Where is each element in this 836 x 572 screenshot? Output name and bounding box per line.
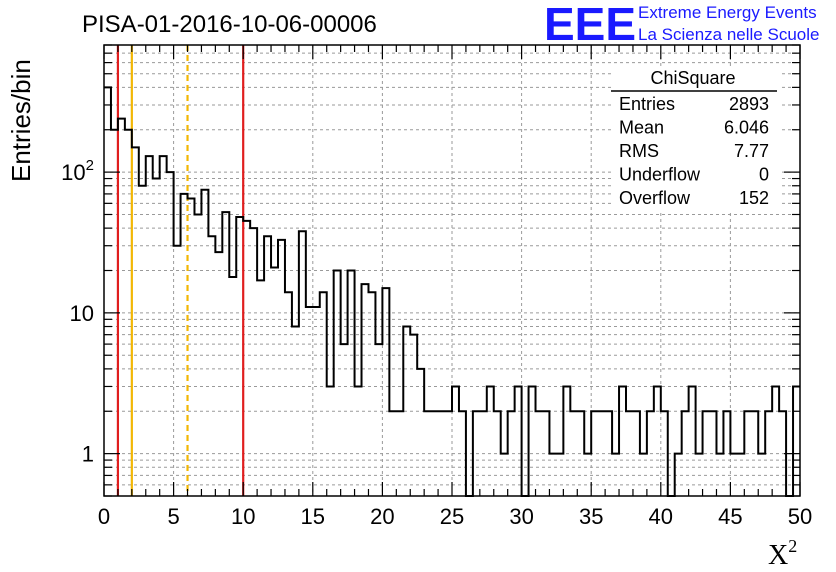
stats-row-label: RMS bbox=[619, 141, 659, 161]
x-axis-label-sup: 2 bbox=[788, 536, 797, 556]
stats-row-label: Underflow bbox=[619, 165, 701, 185]
y-tick-label: 1 bbox=[82, 442, 94, 467]
x-tick-label: 50 bbox=[788, 504, 812, 529]
y-tick-label-base: 10 bbox=[61, 160, 85, 185]
chart-title: PISA-01-2016-10-06-00006 bbox=[82, 11, 377, 38]
y-tick-label-base: 1 bbox=[82, 442, 94, 467]
x-tick-label: 10 bbox=[231, 504, 255, 529]
x-axis-label: X2 bbox=[768, 536, 797, 571]
x-tick-label: 30 bbox=[509, 504, 533, 529]
x-tick-label: 20 bbox=[370, 504, 394, 529]
x-tick-label: 35 bbox=[579, 504, 603, 529]
stats-box-bg bbox=[611, 66, 779, 210]
stats-rows: Entries 2893 Mean 6.046 RMS 7.77 Underflow 0 Ove… bbox=[619, 94, 769, 208]
x-tick-label: 5 bbox=[167, 504, 179, 529]
y-tick-label-base: 10 bbox=[70, 301, 94, 326]
y-tick-label: 10 bbox=[70, 301, 94, 326]
grid bbox=[104, 45, 800, 496]
y-axis-label: Entries/bin bbox=[6, 59, 36, 182]
stats-row-value: 152 bbox=[739, 188, 769, 208]
stats-title: ChiSquare bbox=[650, 68, 735, 88]
x-tick-labels: 0 5 10 15 20 25 30 35 40 45 50 bbox=[98, 504, 812, 529]
stats-row-value: 7.77 bbox=[734, 141, 769, 161]
stats-row-value: 0 bbox=[759, 165, 769, 185]
logo-line-1: Extreme Energy Events bbox=[638, 3, 817, 22]
stats-row-label: Overflow bbox=[619, 188, 691, 208]
x-axis-label-base: X bbox=[768, 540, 788, 571]
histogram-line bbox=[104, 86, 800, 497]
x-tick-label: 15 bbox=[301, 504, 325, 529]
y-tick-label: 102 bbox=[61, 157, 94, 185]
x-tick-label: 0 bbox=[98, 504, 110, 529]
stats-row-value: 6.046 bbox=[724, 118, 769, 138]
x-tick-label: 40 bbox=[649, 504, 673, 529]
logo-line-2: La Scienza nelle Scuole bbox=[638, 25, 819, 44]
stats-box: ChiSquare Entries 2893 Mean 6.046 RMS 7.77 Und… bbox=[611, 66, 779, 210]
x-tick-label: 45 bbox=[718, 504, 742, 529]
eee-logo-mark: EEE bbox=[544, 0, 636, 50]
y-tick-label-sup: 2 bbox=[86, 157, 94, 174]
axis-ticks bbox=[103, 44, 801, 497]
x-tick-label: 25 bbox=[440, 504, 464, 529]
stats-row-label: Mean bbox=[619, 118, 664, 138]
stats-row-label: Entries bbox=[619, 94, 675, 114]
stats-row-value: 2893 bbox=[729, 94, 769, 114]
